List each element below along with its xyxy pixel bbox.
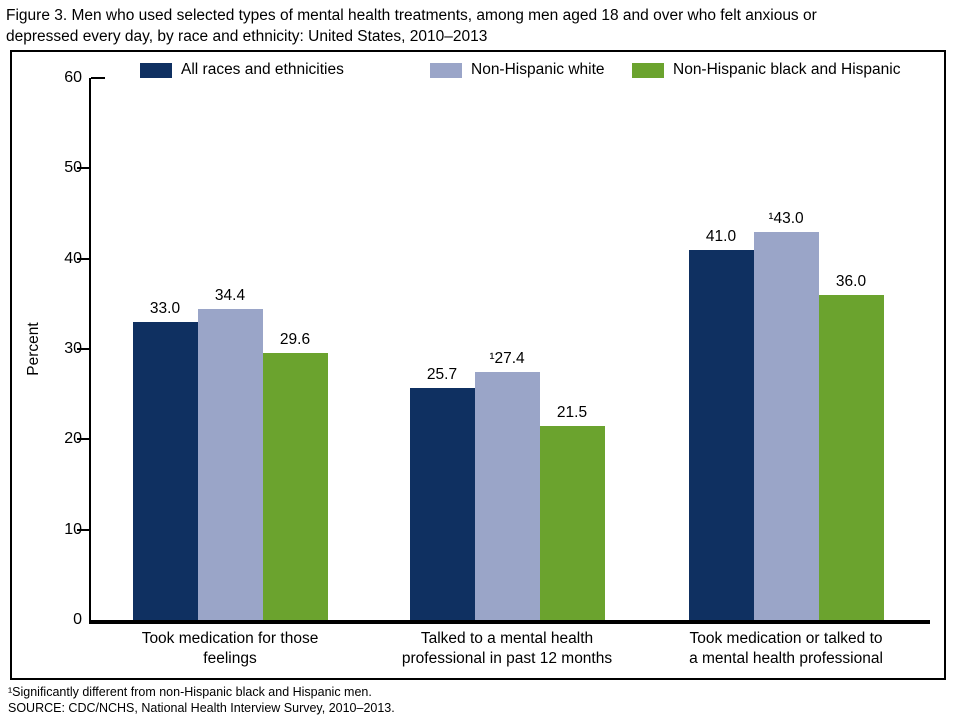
footnotes: ¹Significantly different from non-Hispan… — [8, 684, 395, 716]
y-axis-tick-label: 40 — [64, 249, 82, 267]
bar-value-label: 25.7 — [426, 365, 458, 383]
y-axis-tick — [77, 348, 89, 350]
page-title-line-2: depressed every day, by race and ethnici… — [6, 28, 488, 45]
plot-area: 0 10 20 30 40 50 60 Percent 33.0 34.4 29.6 Took med… — [12, 52, 944, 678]
footnote-significance: ¹Significantly different from non-Hispan… — [8, 685, 372, 699]
bar — [197, 309, 263, 620]
page-title: Figure 3. Men who used selected types of… — [6, 5, 954, 47]
legend-item: Non-Hispanic black and Hispanic — [632, 60, 900, 80]
bar — [474, 372, 540, 620]
legend-label: Non-Hispanic black and Hispanic — [673, 61, 901, 78]
bar — [262, 352, 328, 620]
legend-item: All races and ethnicities — [140, 60, 344, 80]
x-axis-line — [89, 620, 930, 624]
y-axis-title: Percent — [25, 322, 42, 376]
y-axis-tick-label: 50 — [64, 159, 82, 177]
x-category-label-line: Took medication or talked to — [689, 630, 883, 647]
bar — [409, 387, 475, 620]
x-category-label: Talked to a mental health professional in… — [362, 629, 652, 669]
legend-swatch — [140, 62, 172, 78]
legend-label: Non-Hispanic white — [471, 61, 605, 78]
y-axis-tick — [77, 167, 89, 170]
legend-item: Non-Hispanic white — [430, 60, 605, 80]
legend-label: All races and ethnicities — [181, 61, 344, 78]
y-axis-tick-label: 30 — [64, 340, 82, 357]
legend-swatch — [430, 62, 462, 78]
bar — [688, 249, 754, 620]
figure-box: 0 10 20 30 40 50 60 Percent 33.0 34.4 29.6 Took med… — [10, 50, 946, 680]
x-category-label-line: feelings — [203, 650, 257, 667]
x-category-label: Took medication or talked to a mental hea… — [641, 629, 931, 669]
bar-value-label: 29.6 — [279, 330, 311, 348]
page-title-line-1: Figure 3. Men who used selected types of… — [6, 7, 817, 24]
bar — [753, 231, 819, 620]
y-axis-tick — [77, 257, 89, 260]
y-axis-tick-label: 0 — [73, 611, 82, 628]
y-axis-tick-label: 60 — [64, 69, 82, 86]
bar-value-label: ¹27.4 — [489, 350, 525, 368]
y-axis-tick — [77, 528, 89, 531]
bar-value-label: ¹43.0 — [768, 209, 804, 227]
bar — [818, 294, 884, 620]
x-category-label-line: Talked to a mental health — [420, 630, 594, 647]
y-axis-tick-label: 20 — [64, 430, 82, 448]
bar-value-label: 36.0 — [835, 272, 867, 290]
y-axis-tick — [91, 77, 105, 79]
y-axis-line — [89, 78, 91, 622]
y-axis-tick — [77, 438, 89, 441]
bar — [132, 321, 198, 620]
x-category-label-line: professional in past 12 months — [401, 650, 613, 667]
legend-swatch — [632, 62, 664, 78]
x-category-label-line: Took medication for those — [141, 630, 319, 647]
bar — [539, 425, 605, 620]
x-category-label-line: a mental health professional — [689, 650, 883, 667]
bar-value-label: 33.0 — [149, 299, 181, 317]
bar-value-label: 41.0 — [705, 227, 737, 245]
bar-value-label: 34.4 — [214, 287, 246, 305]
y-axis-tick-label: 10 — [64, 520, 82, 538]
x-category-label: Took medication for those feelings — [85, 629, 375, 669]
footnote-source: SOURCE: CDC/NCHS, National Health Interv… — [8, 701, 395, 715]
bar-value-label: 21.5 — [556, 403, 588, 421]
